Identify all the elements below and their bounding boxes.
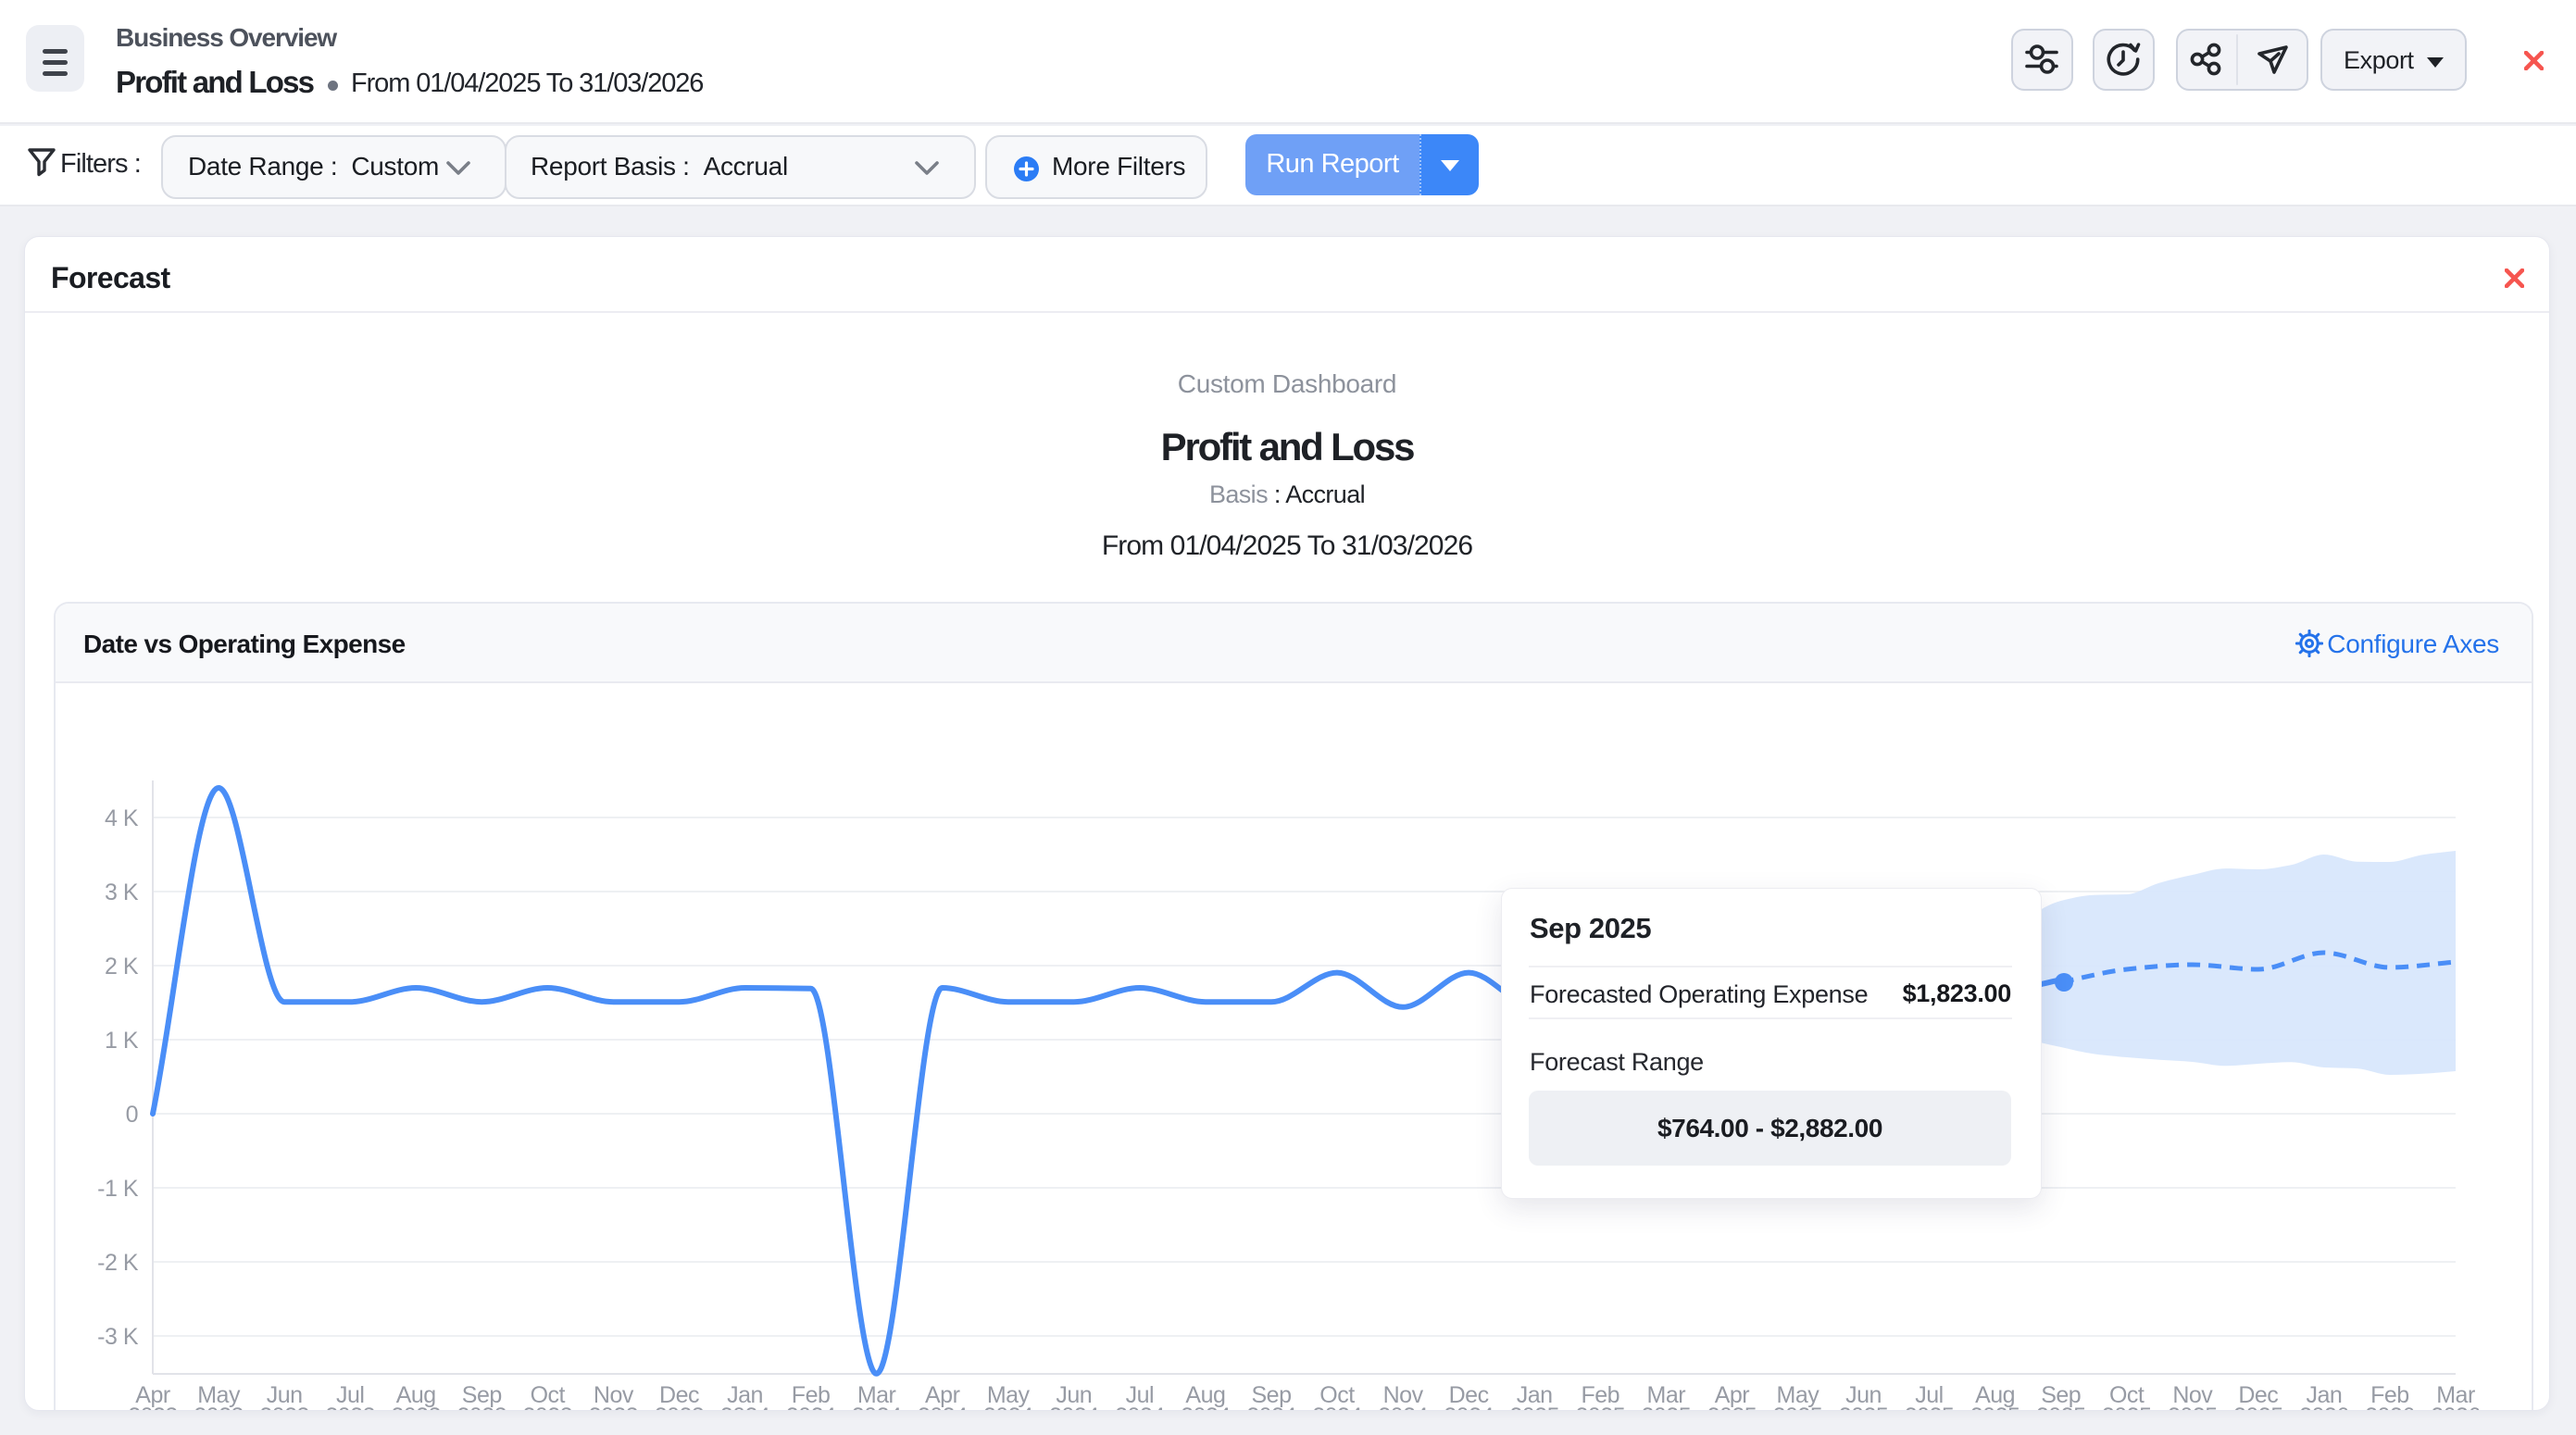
svg-text:4 K: 4 K (105, 805, 139, 831)
svg-text:Dec: Dec (2238, 1382, 2278, 1408)
svg-text:2026: 2026 (2365, 1404, 2415, 1411)
svg-text:Apr: Apr (925, 1382, 960, 1408)
svg-text:2024: 2024 (1312, 1404, 1362, 1411)
svg-text:Jan: Jan (727, 1382, 763, 1408)
svg-text:2024: 2024 (983, 1404, 1033, 1411)
svg-text:2024: 2024 (1181, 1404, 1231, 1411)
svg-text:Jun: Jun (267, 1382, 303, 1408)
svg-text:Jul: Jul (1126, 1382, 1154, 1408)
svg-text:Aug: Aug (1185, 1382, 1225, 1408)
svg-text:0: 0 (126, 1102, 138, 1128)
svg-text:Apr: Apr (135, 1382, 170, 1408)
svg-text:2025: 2025 (1839, 1404, 1889, 1411)
svg-text:2026: 2026 (2299, 1404, 2349, 1411)
svg-text:2023: 2023 (655, 1404, 705, 1411)
svg-text:Sep: Sep (462, 1382, 502, 1408)
svg-text:2024: 2024 (1444, 1404, 1494, 1411)
svg-text:Apr: Apr (1715, 1382, 1750, 1408)
svg-text:2025: 2025 (2102, 1404, 2152, 1411)
svg-text:Jan: Jan (1517, 1382, 1553, 1408)
svg-text:2023: 2023 (128, 1404, 178, 1411)
svg-text:Jul: Jul (336, 1382, 364, 1408)
svg-text:2025: 2025 (2233, 1404, 2283, 1411)
svg-text:Dec: Dec (659, 1382, 699, 1408)
svg-text:2025: 2025 (1773, 1404, 1823, 1411)
svg-text:2024: 2024 (1378, 1404, 1428, 1411)
svg-text:Aug: Aug (396, 1382, 436, 1408)
svg-text:Nov: Nov (1383, 1382, 1424, 1408)
svg-text:2024: 2024 (852, 1404, 902, 1411)
svg-text:2023: 2023 (456, 1404, 506, 1411)
svg-text:Oct: Oct (531, 1382, 566, 1408)
svg-text:2023: 2023 (589, 1404, 639, 1411)
svg-text:2025: 2025 (1575, 1404, 1625, 1411)
svg-text:2025: 2025 (1707, 1404, 1757, 1411)
svg-text:-3 K: -3 K (97, 1324, 139, 1350)
svg-text:-1 K: -1 K (97, 1176, 139, 1202)
svg-text:3 K: 3 K (105, 880, 139, 905)
svg-text:2024: 2024 (786, 1404, 836, 1411)
svg-text:2023: 2023 (391, 1404, 441, 1411)
svg-text:Mar: Mar (2436, 1382, 2475, 1408)
svg-text:May: May (1777, 1382, 1820, 1408)
svg-text:Nov: Nov (2172, 1382, 2213, 1408)
svg-text:Oct: Oct (2109, 1382, 2145, 1408)
svg-text:2025: 2025 (2168, 1404, 2218, 1411)
svg-text:1 K: 1 K (105, 1028, 139, 1054)
svg-text:2025: 2025 (1970, 1404, 2020, 1411)
svg-text:May: May (197, 1382, 241, 1408)
svg-text:Dec: Dec (1449, 1382, 1489, 1408)
svg-text:Mar: Mar (857, 1382, 896, 1408)
svg-text:Nov: Nov (594, 1382, 634, 1408)
svg-text:2024: 2024 (1049, 1404, 1099, 1411)
svg-text:2023: 2023 (325, 1404, 375, 1411)
svg-text:Sep: Sep (1252, 1382, 1292, 1408)
svg-text:2026: 2026 (2431, 1404, 2481, 1411)
svg-text:Jul: Jul (1915, 1382, 1943, 1408)
svg-text:Jan: Jan (2306, 1382, 2342, 1408)
svg-text:2025: 2025 (1509, 1404, 1559, 1411)
svg-text:2025: 2025 (1905, 1404, 1955, 1411)
svg-text:Mar: Mar (1647, 1382, 1686, 1408)
svg-text:Jun: Jun (1056, 1382, 1092, 1408)
svg-text:2025: 2025 (2036, 1404, 2086, 1411)
svg-text:2023: 2023 (194, 1404, 244, 1411)
svg-text:2024: 2024 (720, 1404, 770, 1411)
svg-text:Sep: Sep (2041, 1382, 2081, 1408)
svg-text:-2 K: -2 K (97, 1250, 139, 1276)
svg-text:Aug: Aug (1975, 1382, 2015, 1408)
svg-text:2024: 2024 (918, 1404, 968, 1411)
svg-text:2024: 2024 (1246, 1404, 1296, 1411)
svg-text:Jun: Jun (1845, 1382, 1882, 1408)
svg-text:Feb: Feb (792, 1382, 831, 1408)
svg-text:2023: 2023 (259, 1404, 309, 1411)
svg-text:Feb: Feb (1582, 1382, 1620, 1408)
svg-text:2 K: 2 K (105, 954, 139, 980)
svg-text:2023: 2023 (522, 1404, 572, 1411)
svg-text:Feb: Feb (2370, 1382, 2409, 1408)
svg-text:2024: 2024 (1115, 1404, 1165, 1411)
svg-text:2025: 2025 (1641, 1404, 1691, 1411)
svg-text:May: May (987, 1382, 1031, 1408)
svg-text:Oct: Oct (1319, 1382, 1355, 1408)
